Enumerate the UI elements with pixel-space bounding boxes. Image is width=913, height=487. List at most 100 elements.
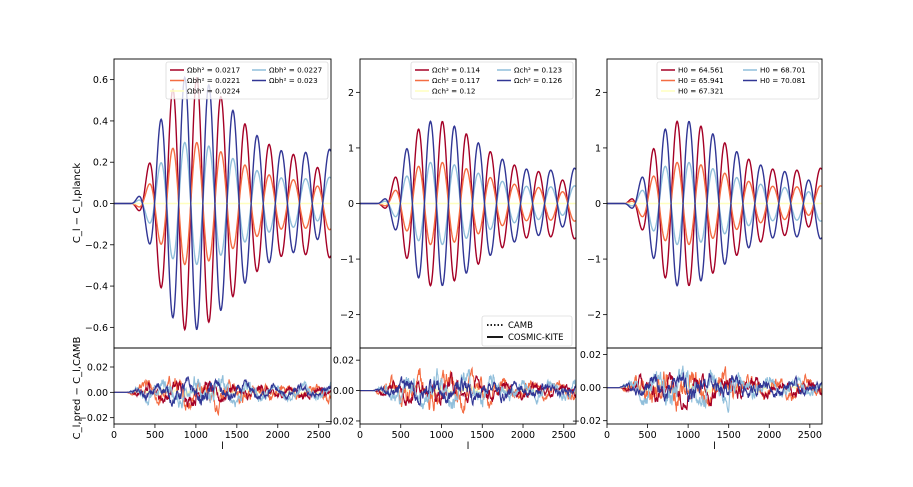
top-series-group <box>607 120 822 287</box>
linestyle-legend: CAMB COSMIC-KITE <box>481 315 573 347</box>
series-line-1 <box>114 141 331 266</box>
xtick-label: 1000 <box>676 430 700 441</box>
xtick-label: 2500 <box>552 430 576 441</box>
legend-label: Ωch² = 0.117 <box>432 76 480 85</box>
bottom-ytick-label: 0.00 <box>333 386 354 397</box>
xtick-label: 2500 <box>307 430 331 441</box>
legend-box <box>165 61 329 100</box>
bottom-axes-frame <box>359 347 577 425</box>
top-series-group <box>360 120 576 287</box>
bottom-ytick-label: 0.00 <box>87 388 108 399</box>
top-ytick-label: 1 <box>348 143 354 154</box>
top-ytick-label: −2 <box>587 310 601 321</box>
top-ytick-label: 0 <box>595 199 601 210</box>
legend-label: Ωbh² = 0.0227 <box>269 66 322 75</box>
series-line-3 <box>360 161 576 246</box>
xtick-label: 0 <box>357 430 363 441</box>
legend-label: H0 = 70.081 <box>760 76 806 85</box>
xtick-label: 0 <box>604 430 610 441</box>
panel-H0: −2 −1 0 1 2 −0.02 0.00 0.02 0 500 1000 1500 2000 2500… <box>572 58 823 452</box>
legend-label: Ωbh² = 0.0221 <box>187 76 240 85</box>
series-line-1 <box>607 161 822 246</box>
top-ytick-label: −0.4 <box>85 282 108 293</box>
xtick-label: 500 <box>638 430 656 441</box>
legend-label: Ωch² = 0.126 <box>514 76 562 85</box>
legend-label: Ωch² = 0.123 <box>514 66 562 75</box>
top-ytick-label: 0.6 <box>93 75 108 86</box>
xtick-label: 2000 <box>511 430 535 441</box>
bottom-ytick-label: −0.02 <box>572 416 601 427</box>
panel-omega_c: −2 −1 0 1 2 −0.02 0.00 0.02 0 500 1000 1500 2000 2500… <box>325 58 577 452</box>
bottom-ytick-label: 0.02 <box>333 356 354 367</box>
xtick-label: 1500 <box>717 430 741 441</box>
legend-label: Ωbh² = 0.023 <box>269 76 318 85</box>
residual-line-3 <box>607 365 822 413</box>
linestyle-legend-box <box>481 315 573 347</box>
legend-box <box>410 61 574 100</box>
top-ytick-label: 1 <box>595 143 601 154</box>
top-ytick-label: 2 <box>595 88 601 99</box>
xtick-label: 1500 <box>225 430 249 441</box>
top-ytick-label: 0.4 <box>93 116 108 127</box>
top-ytick-label: 2 <box>348 88 354 99</box>
bottom-series-group <box>114 375 331 417</box>
bottom-axes-frame <box>113 347 332 425</box>
top-ytick-label: 0.2 <box>93 158 108 169</box>
xtick-label: 1500 <box>470 430 494 441</box>
x-axis-label: l <box>221 441 224 452</box>
residual-line-4 <box>114 376 331 407</box>
bottom-ytick-label: −0.02 <box>325 416 354 427</box>
residual-line-3 <box>114 375 331 409</box>
legend-box <box>656 61 820 100</box>
legend-label: H0 = 68.701 <box>760 66 806 75</box>
xtick-label: 500 <box>146 430 164 441</box>
series-line-3 <box>607 161 822 246</box>
top-ytick-label: 0.0 <box>93 199 108 210</box>
xtick-label: 0 <box>111 430 117 441</box>
residual-line-0 <box>607 372 822 411</box>
top-y-axis-title: C_l − C_l,planck <box>72 163 83 244</box>
xtick-label: 2000 <box>757 430 781 441</box>
top-ytick-label: −1 <box>340 255 354 266</box>
bottom-ytick-label: 0.02 <box>580 350 601 361</box>
bottom-axes-frame <box>606 347 823 425</box>
xtick-label: 2000 <box>266 430 290 441</box>
xtick-label: 1000 <box>429 430 453 441</box>
legend-label: Ωch² = 0.12 <box>432 87 475 96</box>
series-line-0 <box>114 76 331 332</box>
linestyle-label: COSMIC-KITE <box>508 333 564 343</box>
series-line-1 <box>360 161 576 246</box>
top-ytick-label: −2 <box>340 310 354 321</box>
series-line-0 <box>607 120 822 287</box>
series-line-4 <box>607 120 822 287</box>
legend-label: Ωch² = 0.114 <box>432 66 480 75</box>
top-series-group <box>114 75 331 332</box>
series-line-4 <box>114 75 331 331</box>
legend-label: H0 = 64.561 <box>678 66 724 75</box>
top-ytick-label: −0.6 <box>85 323 108 334</box>
legend-label: Ωbh² = 0.0224 <box>187 87 241 96</box>
xtick-label: 2500 <box>798 430 822 441</box>
x-axis-label: l <box>713 441 716 452</box>
bottom-ytick-label: 0.00 <box>580 383 601 394</box>
top-ytick-label: −0.2 <box>85 240 108 251</box>
legend-label: H0 = 65.941 <box>678 76 724 85</box>
xtick-label: 500 <box>392 430 410 441</box>
residual-line-3 <box>360 368 576 410</box>
bottom-ytick-label: 0.02 <box>87 363 108 374</box>
linestyle-label: CAMB <box>508 321 533 331</box>
legend-label: Ωbh² = 0.0217 <box>187 66 240 75</box>
panel-omega_b: −0.6 −0.4 −0.2 0.0 0.2 0.4 0.6 −0.02 0.00 0.02 0 50… <box>79 58 332 452</box>
series-line-0 <box>360 120 576 287</box>
x-axis-label: l <box>467 441 470 452</box>
residual-line-4 <box>607 372 822 403</box>
series-line-3 <box>114 141 331 266</box>
residual-line-1 <box>607 366 822 412</box>
top-ytick-label: −1 <box>587 255 601 266</box>
bottom-ytick-label: −0.02 <box>79 413 108 424</box>
top-ytick-label: 0 <box>348 199 354 210</box>
